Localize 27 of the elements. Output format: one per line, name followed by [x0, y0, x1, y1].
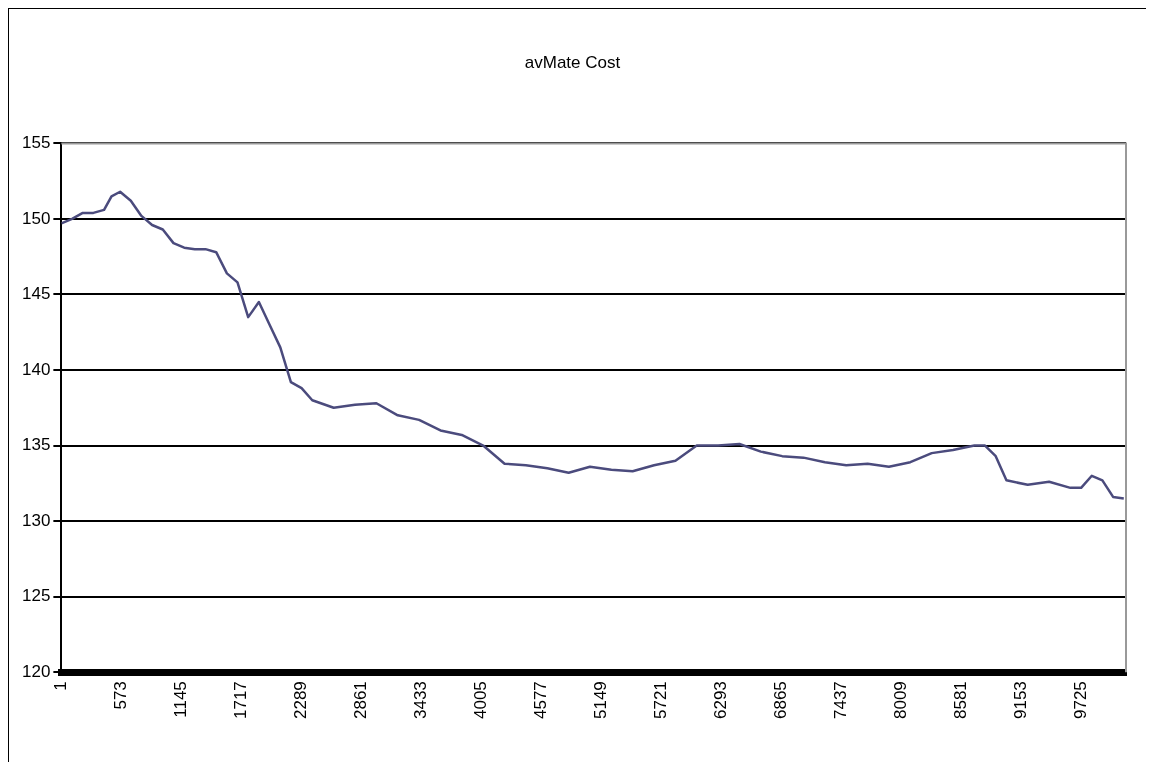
x-tick-label: 8581 — [951, 681, 971, 720]
chart-title: avMate Cost — [524, 52, 621, 72]
x-tick-label: 6293 — [711, 681, 731, 720]
x-tick-label: 4577 — [531, 681, 551, 720]
x-tick-label: 1717 — [231, 681, 251, 720]
x-tick-label: 5149 — [591, 681, 611, 720]
x-tick-label: 9153 — [1011, 681, 1031, 720]
x-tick-label: 9725 — [1071, 681, 1091, 720]
x-tick-label: 2289 — [291, 681, 311, 720]
x-tick-label: 3433 — [411, 681, 431, 720]
y-tick-label: 120 — [21, 661, 51, 681]
y-tick-label: 150 — [21, 208, 51, 228]
y-tick-label: 140 — [21, 359, 51, 379]
x-tick-label: 7437 — [831, 681, 851, 720]
x-tick-label: 6865 — [771, 681, 791, 720]
y-tick-label: 130 — [21, 510, 51, 530]
x-tick-label: 573 — [111, 681, 131, 710]
x-tick-label: 4005 — [471, 681, 491, 720]
x-tick-label: 8009 — [891, 681, 911, 720]
x-tick-label: 1145 — [171, 681, 191, 718]
x-tick-label: 5721 — [651, 681, 671, 720]
y-tick-label: 125 — [21, 586, 51, 606]
x-tick-label: 1 — [51, 681, 71, 691]
x-tick-label: 2861 — [351, 681, 371, 720]
y-tick-label: 155 — [21, 133, 51, 153]
y-tick-label: 135 — [21, 435, 51, 455]
y-tick-label: 145 — [21, 284, 51, 304]
